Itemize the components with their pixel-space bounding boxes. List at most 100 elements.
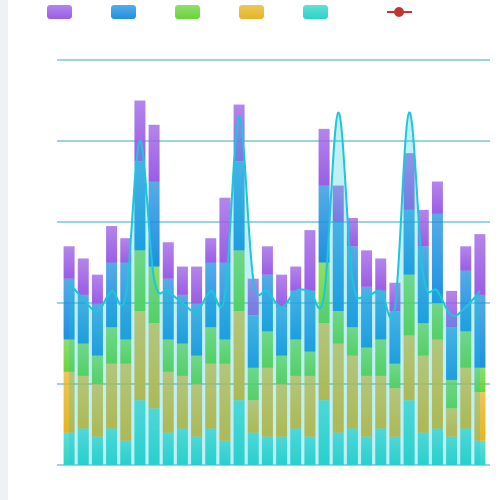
bar-segment: [361, 347, 373, 376]
bar-segment: [332, 222, 344, 312]
bar-segment: [162, 371, 174, 433]
bar-segment: [148, 124, 160, 182]
bar-segment: [106, 262, 118, 328]
bar-segment: [318, 128, 330, 186]
bar-segment: [389, 363, 401, 389]
bar-segment: [91, 384, 103, 437]
bar-segment: [346, 217, 358, 247]
bar-segment: [191, 384, 203, 437]
bar-segment: [375, 428, 387, 465]
bar-segment: [191, 303, 203, 356]
bar-segment: [191, 436, 203, 465]
bar-segment: [276, 274, 288, 308]
bar-segment: [361, 436, 373, 465]
bar-segment: [219, 339, 231, 364]
bar-segment: [134, 161, 146, 251]
bar-segment: [91, 274, 103, 303]
bar-segment: [346, 428, 358, 465]
bar-segment: [417, 432, 429, 465]
bar-segment: [205, 363, 217, 429]
bar-segment: [346, 355, 358, 429]
bar-segment: [191, 355, 203, 384]
bar-segment: [460, 270, 472, 332]
bar-segment: [417, 323, 429, 356]
legend-swatch: [47, 5, 72, 19]
bar-segment: [205, 238, 217, 263]
bar-segment: [205, 428, 217, 465]
bar-segment: [176, 294, 188, 344]
bar-segment: [276, 307, 288, 356]
bar-segment: [304, 230, 316, 291]
bar-segment: [446, 408, 458, 437]
bar-segment: [148, 266, 160, 324]
bar-segment: [361, 286, 373, 348]
bar-segment: [247, 432, 259, 465]
legend-swatch: [175, 5, 200, 19]
bar-segment: [63, 246, 75, 279]
legend-swatch: [111, 5, 136, 19]
bar-segment: [403, 274, 415, 336]
bar-segment: [233, 400, 245, 465]
bar-segment: [290, 339, 302, 376]
bar-segment: [417, 355, 429, 433]
bar-segment: [276, 384, 288, 437]
bar-segment: [460, 367, 472, 429]
bar-segment: [162, 278, 174, 340]
bar-segment: [77, 294, 89, 344]
bar-segment: [106, 226, 118, 263]
bar-segment: [120, 262, 132, 340]
bar-segment: [460, 246, 472, 271]
bar-segment: [276, 355, 288, 384]
line: [68, 111, 481, 320]
bar-segment: [389, 282, 401, 312]
bar-segment: [176, 375, 188, 429]
bar-segment: [474, 234, 486, 295]
bar-segment: [77, 258, 89, 295]
bar-segment: [375, 290, 387, 340]
bar-segment: [148, 323, 160, 409]
bar-segment: [233, 161, 245, 251]
bar-segment: [304, 351, 316, 376]
bar-segment: [417, 209, 429, 247]
bar-segment: [417, 246, 429, 324]
bar-segment: [431, 428, 443, 465]
bar-segment: [375, 339, 387, 376]
bar-segment: [63, 432, 75, 465]
bar-segment: [247, 315, 259, 368]
bar-segment: [403, 400, 415, 465]
bar-segment: [276, 436, 288, 465]
bar-segment: [304, 436, 316, 465]
bar-segment: [318, 400, 330, 465]
bar-segment: [134, 250, 146, 312]
bar-segment: [460, 331, 472, 368]
bar-segment: [106, 428, 118, 465]
bar-segment: [361, 375, 373, 437]
bar-segment: [148, 408, 160, 465]
bar-segment: [431, 339, 443, 429]
bar-segment: [346, 246, 358, 328]
bar-segment: [162, 432, 174, 465]
bar-segment: [375, 258, 387, 291]
bar-segment: [389, 388, 401, 437]
bar-segment: [474, 440, 486, 465]
legend-swatch: [239, 5, 264, 19]
bar-segment: [91, 303, 103, 356]
bar-segment: [219, 197, 231, 263]
bar-segment: [134, 400, 146, 465]
bar-segment: [176, 266, 188, 295]
bar-segment: [148, 181, 160, 267]
bar-segment: [120, 339, 132, 364]
bar-segment: [261, 367, 273, 437]
bar-segment: [332, 343, 344, 433]
bar-segment: [290, 375, 302, 429]
bar-segment: [91, 355, 103, 384]
bar-segment: [474, 294, 486, 368]
bar-segment: [233, 250, 245, 312]
bar-segment: [162, 242, 174, 279]
bar-segment: [361, 250, 373, 287]
bar-segment: [261, 274, 273, 332]
bar-segment: [446, 327, 458, 380]
bar-segment: [332, 185, 344, 222]
bar-segment: [290, 266, 302, 291]
